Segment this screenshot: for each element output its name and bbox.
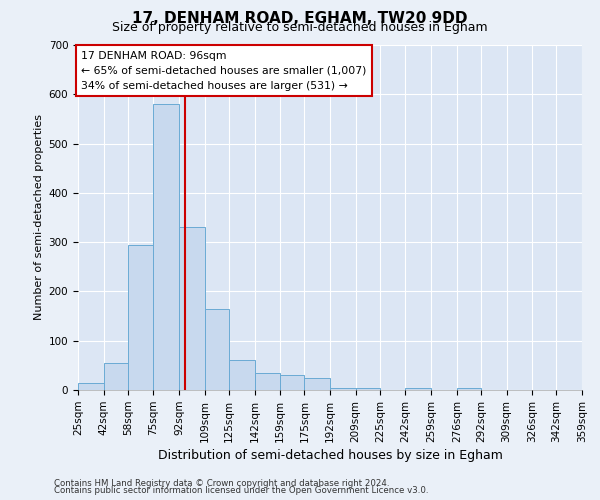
- Bar: [179, 228, 205, 390]
- Bar: [304, 378, 330, 390]
- Bar: [406, 388, 431, 390]
- Text: 17, DENHAM ROAD, EGHAM, TW20 9DD: 17, DENHAM ROAD, EGHAM, TW20 9DD: [132, 11, 468, 26]
- Bar: [205, 308, 229, 390]
- Bar: [280, 375, 304, 390]
- Bar: [330, 388, 356, 390]
- Bar: [154, 104, 179, 390]
- Text: Size of property relative to semi-detached houses in Egham: Size of property relative to semi-detach…: [112, 22, 488, 35]
- X-axis label: Distribution of semi-detached houses by size in Egham: Distribution of semi-detached houses by …: [158, 449, 502, 462]
- Y-axis label: Number of semi-detached properties: Number of semi-detached properties: [34, 114, 44, 320]
- Text: Contains public sector information licensed under the Open Government Licence v3: Contains public sector information licen…: [54, 486, 428, 495]
- Text: Contains HM Land Registry data © Crown copyright and database right 2024.: Contains HM Land Registry data © Crown c…: [54, 478, 389, 488]
- Bar: [356, 388, 380, 390]
- Bar: [229, 360, 254, 390]
- Text: 17 DENHAM ROAD: 96sqm
← 65% of semi-detached houses are smaller (1,007)
34% of s: 17 DENHAM ROAD: 96sqm ← 65% of semi-deta…: [81, 51, 367, 90]
- Bar: [78, 382, 104, 390]
- Bar: [254, 373, 280, 390]
- Bar: [104, 363, 128, 390]
- Bar: [128, 244, 154, 390]
- Bar: [457, 388, 481, 390]
